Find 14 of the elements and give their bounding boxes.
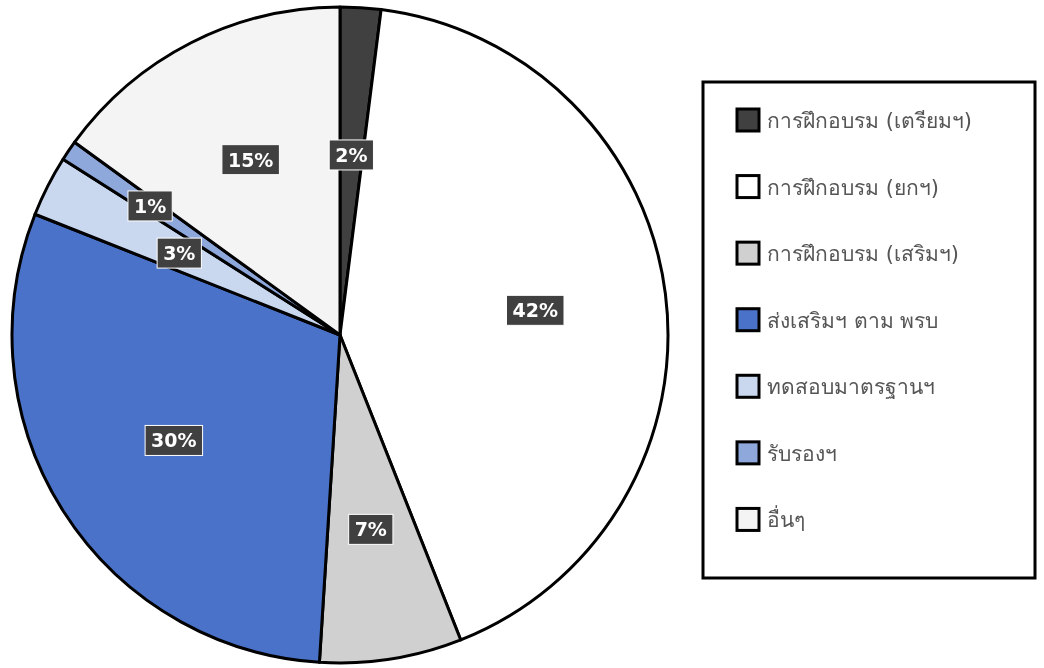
legend-label: ทดสอบมาตรฐานฯ <box>767 375 935 400</box>
legend-label: อื่นๆ <box>767 505 805 533</box>
legend-label: การฝึกอบรม (ยกฯ) <box>767 175 940 200</box>
data-label: 1% <box>133 194 167 217</box>
data-label: 15% <box>227 148 274 171</box>
legend-label: การฝึกอบรม (เตรียมฯ) <box>767 109 973 133</box>
data-label: 2% <box>335 143 368 166</box>
legend-label: รับรองฯ <box>767 441 837 466</box>
legend-label: การฝึกอบรม (เสริมฯ) <box>767 242 960 267</box>
data-label: 42% <box>512 299 558 322</box>
legend-label: ส่งเสริมฯ ตาม พรบ <box>767 308 939 333</box>
data-label: 30% <box>151 429 197 452</box>
data-label: 3% <box>163 242 196 265</box>
data-label: 7% <box>354 518 387 541</box>
